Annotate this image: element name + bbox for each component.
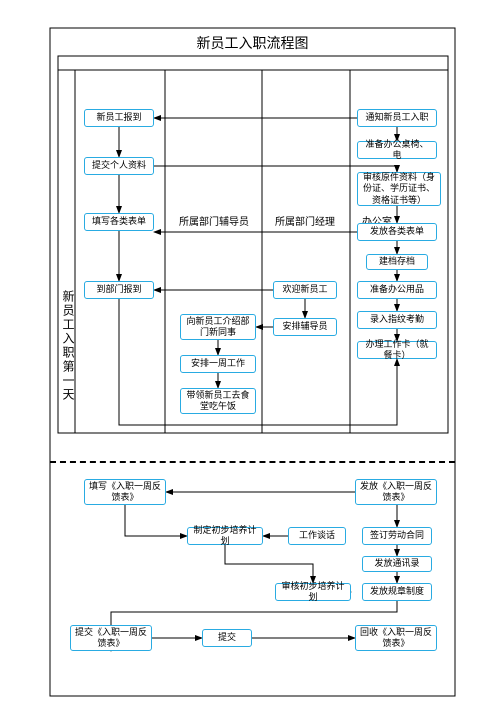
column-label-0: 所属部门辅导员 [168, 213, 260, 228]
node-n2: 通知新员工入职 [357, 109, 437, 127]
node-n13: 安排辅导员 [273, 318, 337, 336]
node-n21: 工作谈话 [288, 527, 346, 545]
node-n25: 发放规章制度 [362, 583, 432, 601]
node-n15: 办理工作卡（就餐卡） [357, 341, 437, 359]
node-n24: 审核初步培养计划 [275, 583, 351, 601]
node-n18: 填写《入职一周反馈表》 [84, 479, 166, 505]
node-n14: 录入指纹考勤 [357, 311, 437, 329]
edge-24 [225, 545, 313, 583]
node-n12: 向新员工介绍部门新同事 [180, 314, 256, 340]
node-n1: 新员工报到 [84, 109, 154, 127]
node-n19: 发放《入职一周反馈表》 [355, 479, 437, 505]
phase-label-day1: 新员工入职第一天 [60, 290, 77, 402]
node-n22: 签订劳动合同 [362, 527, 432, 545]
diagram-title: 新员工入职流程图 [50, 33, 455, 53]
node-n11: 准备办公用品 [357, 281, 437, 299]
node-n28: 回收《入职一周反馈表》 [355, 625, 437, 651]
node-n10: 欢迎新员工 [273, 281, 337, 299]
node-n20: 制定初步培养计划 [187, 527, 263, 545]
node-n16: 安排一周工作 [180, 355, 256, 373]
edge-19 [125, 505, 187, 536]
column-label-1: 所属部门经理 [265, 213, 345, 228]
node-n9: 到部门报到 [84, 281, 154, 299]
node-n6: 填写各类表单 [84, 213, 154, 231]
flowchart-canvas: 新员工入职流程图新员工入职第一天所属部门辅导员所属部门经理办公室新员工报到通知新… [0, 0, 500, 708]
edge-17 [119, 299, 397, 425]
node-n5: 审核原件资料（身份证、学历证书、资格证书等） [357, 172, 441, 206]
node-n17: 带领新员工去食堂吃午饭 [180, 388, 256, 414]
node-n27: 提交 [202, 629, 252, 647]
node-n26: 提交《入职一周反馈表》 [70, 625, 152, 651]
node-n8: 建档存档 [366, 254, 428, 270]
node-n7: 发放各类表单 [357, 223, 437, 241]
node-n3: 准备办公桌椅、电 [357, 141, 437, 159]
dashed-divider [50, 461, 455, 463]
node-n23: 发放通讯录 [362, 556, 432, 572]
node-n4: 提交个人资料 [84, 157, 154, 175]
